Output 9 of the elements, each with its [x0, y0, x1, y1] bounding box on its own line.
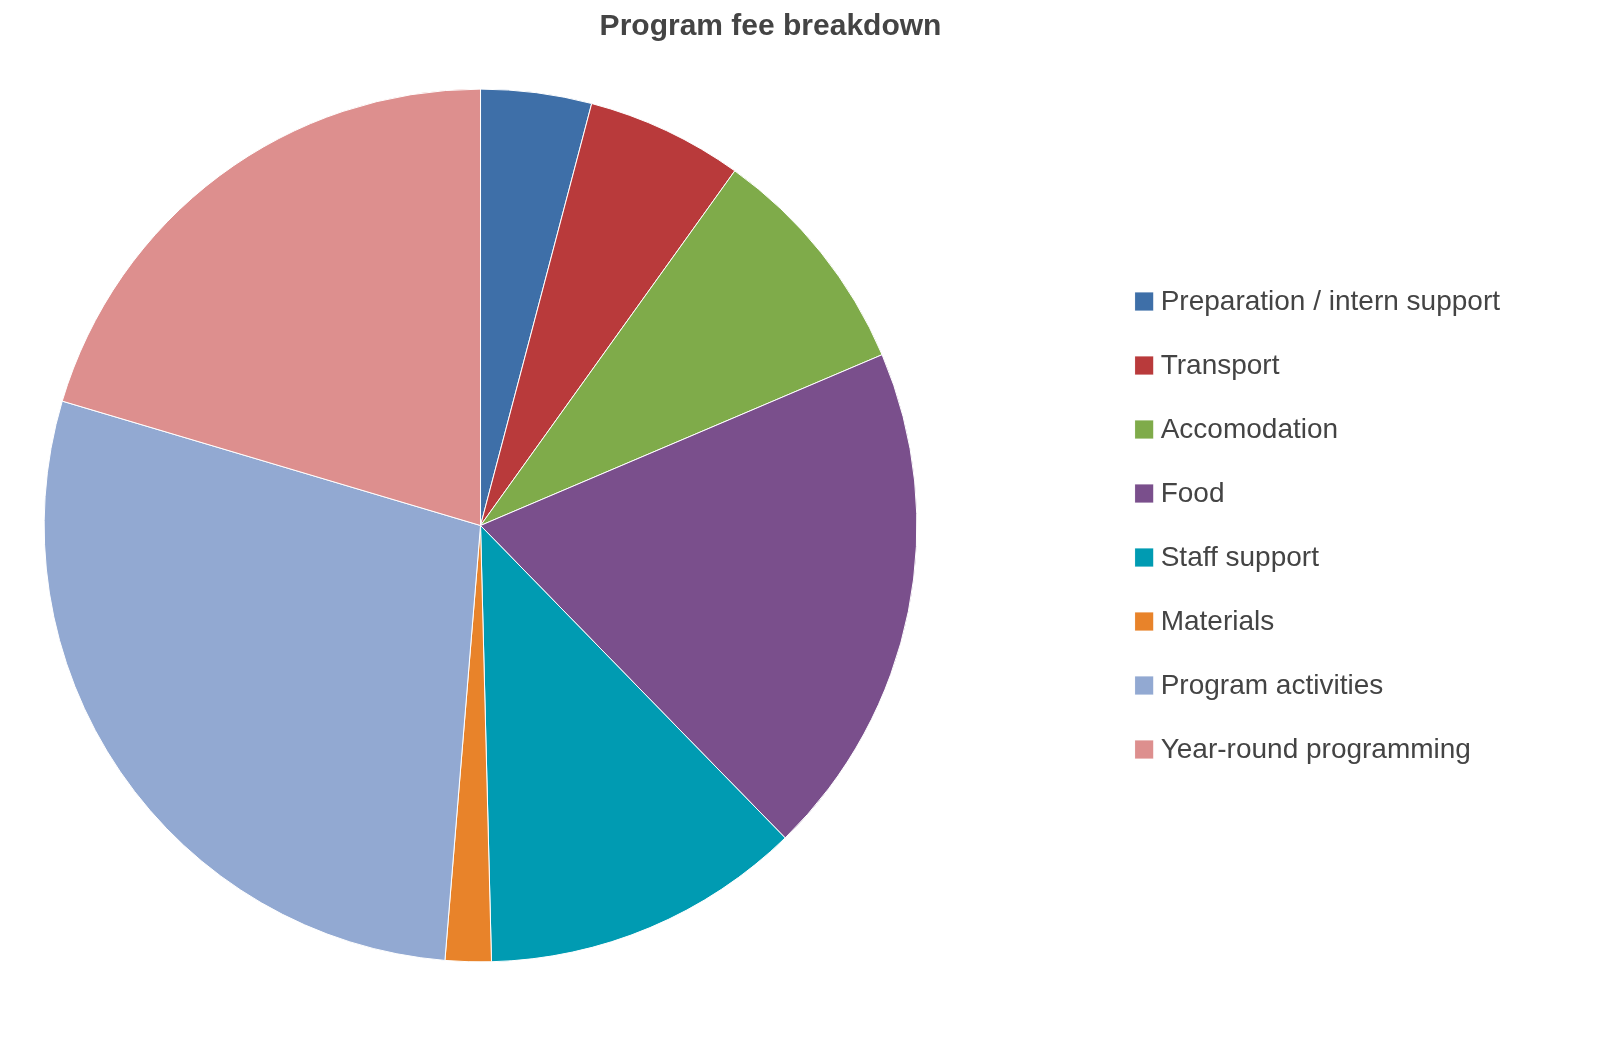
legend-label: Transport — [1160, 349, 1280, 381]
legend-label: Staff support — [1160, 541, 1319, 573]
legend-label: Preparation / intern support — [1160, 285, 1500, 317]
legend-label: Accomodation — [1160, 413, 1339, 445]
legend-label: Food — [1160, 477, 1225, 509]
chart-title: Program fee breakdown — [599, 7, 942, 41]
legend-label: Materials — [1160, 605, 1275, 637]
legend-label: Year-round programming — [1160, 733, 1471, 765]
legend-label: Program activities — [1160, 669, 1384, 701]
